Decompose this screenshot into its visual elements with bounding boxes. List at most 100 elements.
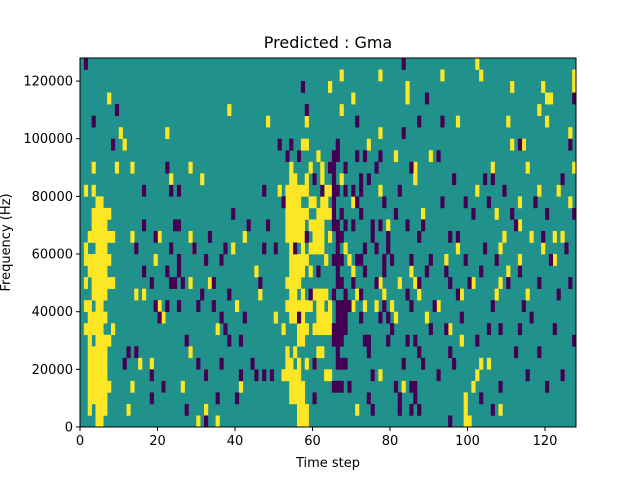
low-value-cell [467, 277, 472, 289]
high-value-cell [471, 380, 476, 393]
high-value-cell [521, 138, 526, 151]
low-value-cell [545, 207, 550, 220]
low-value-cell [436, 150, 441, 163]
high-value-cell [297, 357, 302, 370]
low-value-cell [331, 196, 337, 209]
low-value-cell [401, 357, 406, 370]
high-value-cell [91, 380, 96, 393]
high-value-cell [300, 311, 306, 324]
low-value-cell [335, 150, 340, 163]
low-value-cell [560, 173, 565, 186]
high-value-cell [235, 300, 240, 312]
high-value-cell [320, 346, 325, 359]
low-value-cell [374, 242, 379, 255]
high-value-cell [83, 242, 89, 255]
high-value-cell [316, 346, 321, 359]
high-value-cell [215, 323, 220, 336]
low-value-cell [242, 311, 247, 324]
low-value-cell [207, 230, 213, 243]
high-value-cell [289, 288, 294, 301]
high-value-cell [428, 150, 433, 163]
high-value-cell [320, 161, 325, 174]
low-value-cell [355, 150, 360, 163]
low-value-cell [355, 196, 360, 209]
low-value-cell [556, 288, 561, 301]
low-value-cell [320, 184, 325, 197]
low-value-cell [339, 357, 344, 370]
low-value-cell [386, 230, 391, 243]
high-value-cell [312, 219, 317, 232]
high-value-cell [320, 300, 325, 312]
low-value-cell [176, 265, 182, 278]
low-value-cell [444, 265, 449, 278]
low-value-cell [494, 254, 499, 266]
high-value-cell [316, 207, 321, 220]
high-value-cell [138, 357, 143, 370]
x-tick-label: 0 [76, 434, 84, 449]
low-value-cell [331, 207, 337, 220]
high-value-cell [378, 277, 383, 289]
high-value-cell [312, 196, 317, 209]
high-value-cell [95, 392, 100, 405]
high-value-cell [99, 207, 104, 220]
low-value-cell [359, 173, 364, 186]
high-value-cell [99, 346, 104, 359]
low-value-cell [343, 357, 348, 370]
low-value-cell [184, 403, 189, 416]
low-value-cell [91, 115, 96, 128]
low-value-cell [506, 277, 511, 289]
low-value-cell [316, 265, 321, 278]
high-value-cell [300, 300, 306, 312]
high-value-cell [378, 69, 383, 82]
low-value-cell [409, 300, 414, 312]
high-value-cell [525, 288, 530, 301]
low-value-cell [370, 219, 375, 232]
high-value-cell [99, 334, 104, 347]
high-value-cell [300, 403, 306, 416]
high-value-cell [293, 300, 298, 312]
high-value-cell [490, 161, 495, 174]
high-value-cell [293, 392, 298, 405]
high-value-cell [91, 184, 96, 197]
low-value-cell [142, 219, 147, 232]
high-value-cell [91, 265, 96, 278]
high-value-cell [494, 288, 499, 301]
low-value-cell [351, 219, 356, 232]
high-value-cell [347, 254, 352, 266]
high-value-cell [572, 69, 577, 82]
low-value-cell [452, 357, 457, 370]
x-axis-label: Time step [295, 456, 360, 471]
high-value-cell [99, 254, 104, 266]
low-value-cell [331, 184, 337, 197]
high-value-cell [293, 277, 298, 289]
low-value-cell [463, 196, 468, 209]
high-value-cell [91, 311, 96, 324]
high-value-cell [304, 254, 309, 266]
high-value-cell [308, 300, 313, 312]
high-value-cell [285, 219, 290, 232]
chart-title: Predicted : Gma [264, 33, 392, 52]
high-value-cell [316, 323, 321, 336]
low-value-cell [297, 311, 302, 324]
high-value-cell [87, 265, 92, 278]
low-value-cell [382, 196, 387, 209]
high-value-cell [99, 265, 104, 278]
high-value-cell [572, 81, 577, 93]
high-value-cell [362, 300, 368, 312]
x-tick-label: 80 [382, 434, 399, 449]
low-value-cell [192, 242, 197, 255]
high-value-cell [99, 415, 104, 428]
high-value-cell [463, 415, 468, 428]
high-value-cell [525, 161, 530, 174]
high-value-cell [297, 392, 302, 405]
high-value-cell [289, 311, 294, 324]
low-value-cell [142, 265, 147, 278]
high-value-cell [87, 392, 92, 405]
high-value-cell [316, 242, 321, 255]
high-value-cell [293, 230, 298, 243]
high-value-cell [289, 173, 294, 186]
high-value-cell [91, 357, 96, 370]
high-value-cell [285, 207, 290, 220]
high-value-cell [293, 219, 298, 232]
x-tick-label: 120 [533, 434, 558, 449]
